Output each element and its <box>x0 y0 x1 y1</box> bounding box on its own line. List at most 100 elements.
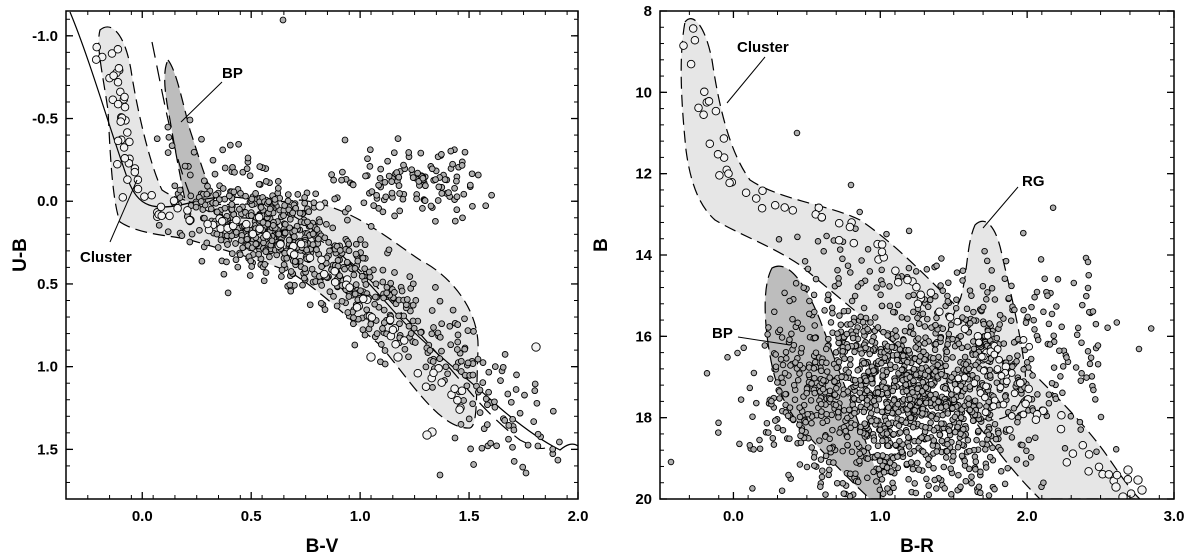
field-star <box>888 343 896 351</box>
field-star <box>959 267 967 274</box>
field-star <box>810 291 818 299</box>
field-star <box>931 476 938 484</box>
field-star <box>363 306 371 314</box>
field-star <box>1000 340 1008 347</box>
field-star <box>413 195 420 203</box>
field-star <box>301 194 308 201</box>
field-star <box>840 391 847 398</box>
field-star <box>419 205 426 212</box>
field-star <box>805 371 813 379</box>
field-star <box>935 353 942 361</box>
field-star <box>895 422 903 429</box>
field-star <box>326 247 333 255</box>
field-star <box>840 490 848 497</box>
field-star <box>898 366 906 374</box>
field-star <box>954 443 962 451</box>
field-star <box>331 195 339 203</box>
field-star <box>776 326 784 334</box>
x-tick-label: 3.0 <box>1164 508 1185 525</box>
field-star <box>408 166 416 174</box>
field-star <box>866 268 874 275</box>
field-star <box>485 388 492 396</box>
field-star <box>436 297 444 305</box>
field-star <box>1029 372 1036 379</box>
field-star <box>446 322 454 330</box>
cluster-star <box>388 325 398 335</box>
field-star <box>898 314 906 321</box>
field-star <box>299 281 306 289</box>
field-star <box>912 489 920 497</box>
field-star <box>1050 332 1057 339</box>
cluster-star <box>758 186 767 195</box>
field-star <box>377 341 385 348</box>
field-star <box>806 297 813 305</box>
field-star <box>997 446 1004 454</box>
field-star <box>313 246 320 254</box>
field-star <box>257 204 265 211</box>
field-star <box>259 219 267 226</box>
field-star <box>349 181 357 189</box>
field-star <box>1013 358 1020 365</box>
field-star <box>266 253 273 261</box>
cluster-star <box>893 278 903 287</box>
field-star <box>950 396 958 403</box>
field-star <box>237 190 244 197</box>
field-star <box>800 284 807 291</box>
field-star <box>879 490 887 497</box>
field-star <box>522 469 530 477</box>
field-star <box>411 339 419 346</box>
field-star <box>847 470 854 478</box>
field-star <box>792 359 799 366</box>
field-star <box>219 146 227 154</box>
field-star <box>344 216 351 224</box>
field-star <box>889 308 897 316</box>
field-star <box>350 271 358 279</box>
field-star <box>382 193 390 201</box>
field-star <box>377 165 385 173</box>
field-star <box>878 359 885 367</box>
cluster-star <box>1126 489 1136 498</box>
field-star <box>879 281 886 288</box>
field-star <box>519 463 527 471</box>
field-star <box>907 459 915 466</box>
field-star <box>493 442 500 450</box>
cluster-star <box>751 194 761 203</box>
y-tick-label: 0.0 <box>37 193 58 210</box>
field-star <box>344 205 352 212</box>
field-star <box>1058 323 1065 331</box>
field-star <box>904 315 911 322</box>
cluster-star <box>367 313 377 322</box>
cluster-star <box>1118 492 1128 499</box>
field-star <box>823 359 830 367</box>
field-star <box>305 208 313 216</box>
field-star <box>396 320 403 328</box>
field-star <box>209 156 217 164</box>
field-star <box>715 419 722 427</box>
cluster-star <box>113 99 123 109</box>
field-star <box>995 429 1002 437</box>
field-star <box>341 136 349 144</box>
field-star <box>438 347 445 355</box>
field-star <box>976 402 983 409</box>
field-star <box>883 430 891 437</box>
cluster-star <box>1019 410 1028 419</box>
x-axis-label-right: B-R <box>900 536 934 557</box>
cluster-star <box>289 250 299 259</box>
field-star <box>991 485 998 493</box>
field-star <box>933 314 940 322</box>
cluster-star <box>978 352 986 361</box>
field-star <box>485 368 493 376</box>
field-star <box>979 282 987 290</box>
cluster-star <box>834 218 844 228</box>
field-star <box>812 275 820 283</box>
field-star <box>461 148 469 156</box>
field-star <box>851 348 858 356</box>
field-star <box>962 477 970 485</box>
cluster-annotation-right: Cluster <box>737 39 789 56</box>
field-star <box>950 453 957 460</box>
cluster-star <box>305 253 315 262</box>
field-star <box>910 365 918 373</box>
field-star <box>1092 320 1100 328</box>
field-star <box>274 178 282 185</box>
field-star <box>280 212 287 219</box>
